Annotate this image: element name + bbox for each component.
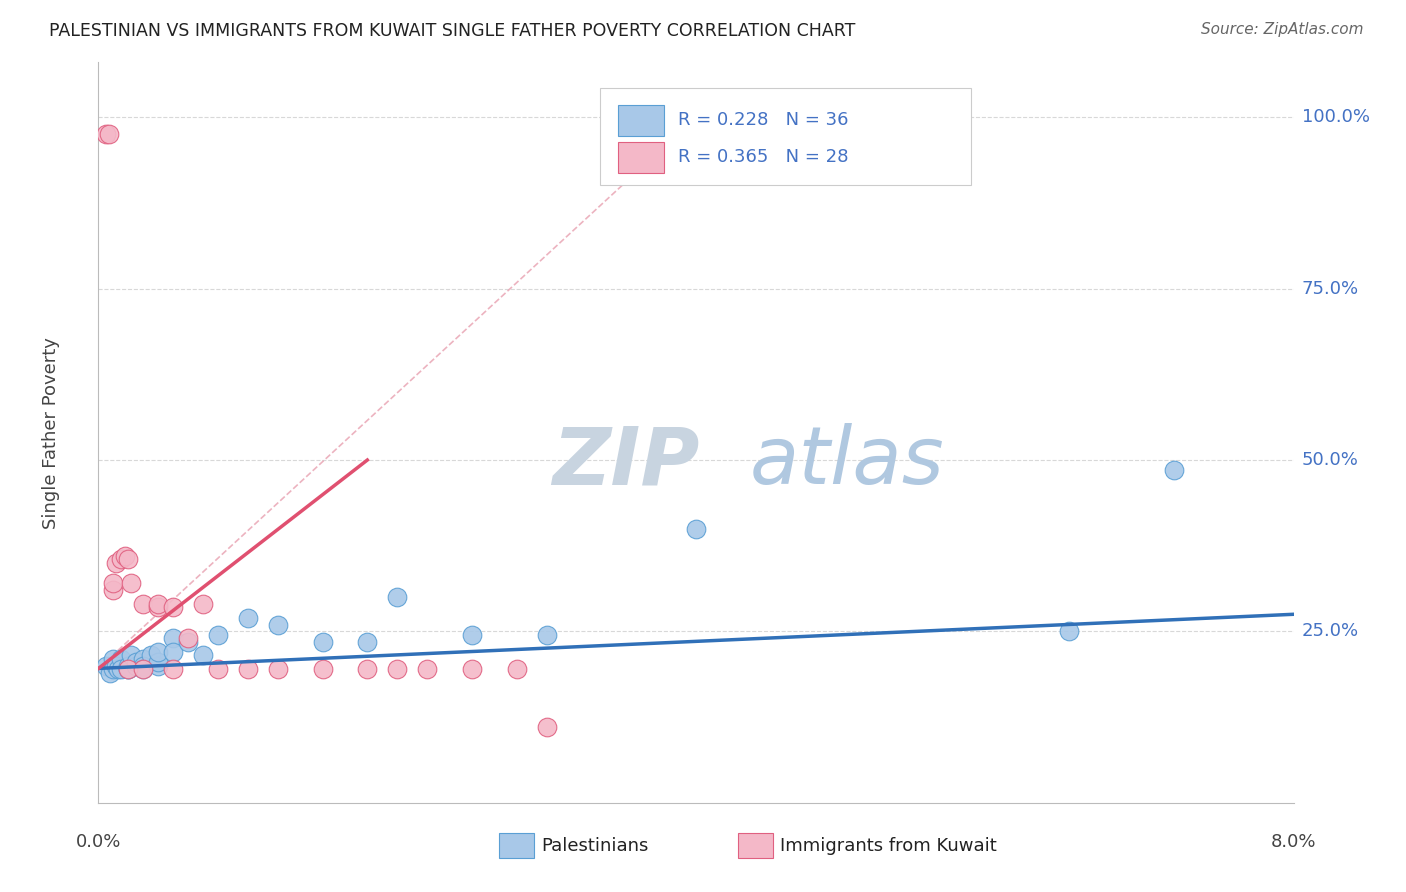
Point (148, 600, 170, 615)
Point (98, 665, 122, 680)
Point (132, 597, 155, 611)
Point (506, 662, 529, 676)
Text: R = 0.365   N = 28: R = 0.365 N = 28 (678, 148, 849, 166)
Point (120, 576, 142, 591)
Text: Single Father Poverty: Single Father Poverty (42, 336, 59, 529)
Point (132, 652, 155, 666)
Point (148, 658, 170, 673)
Point (311, 634, 333, 648)
Point (103, 652, 125, 666)
Point (385, 590, 409, 604)
Point (103, 583, 125, 598)
Text: □: □ (510, 833, 530, 853)
Point (461, 628, 484, 642)
FancyBboxPatch shape (600, 88, 972, 185)
Point (110, 552, 132, 566)
Point (536, 720, 558, 734)
Point (162, 662, 184, 676)
Point (1163, 463, 1185, 477)
Text: R = 0.228   N = 36: R = 0.228 N = 36 (678, 112, 849, 129)
Point (148, 597, 170, 611)
Point (120, 648, 142, 663)
Point (117, 662, 139, 676)
Point (117, 658, 139, 673)
Point (356, 662, 378, 676)
Point (236, 610, 259, 624)
Point (236, 662, 259, 676)
Point (132, 662, 155, 676)
Text: 25.0%: 25.0% (1302, 623, 1360, 640)
Point (267, 662, 290, 676)
Text: 0.0%: 0.0% (76, 833, 121, 851)
Point (311, 662, 333, 676)
Point (114, 549, 136, 563)
Point (461, 662, 484, 676)
Point (162, 600, 184, 615)
Point (117, 552, 139, 566)
Point (207, 628, 229, 642)
Point (356, 634, 378, 648)
Text: 100.0%: 100.0% (1302, 108, 1369, 127)
Point (267, 617, 290, 632)
Point (103, 576, 125, 591)
Point (125, 655, 148, 669)
Point (177, 632, 200, 646)
Point (536, 628, 558, 642)
Point (132, 662, 155, 676)
Point (97, 128, 120, 142)
Point (139, 648, 162, 663)
Text: Palestinians: Palestinians (541, 837, 648, 855)
Point (148, 655, 170, 669)
Point (103, 662, 125, 676)
Point (107, 662, 129, 676)
Point (117, 662, 139, 676)
Text: Immigrants from Kuwait: Immigrants from Kuwait (780, 837, 997, 855)
Point (177, 634, 200, 648)
Point (110, 662, 132, 676)
Text: 8.0%: 8.0% (1271, 833, 1316, 851)
Point (385, 662, 409, 676)
Point (132, 658, 155, 673)
Text: 50.0%: 50.0% (1302, 451, 1358, 469)
Point (685, 522, 707, 536)
Point (105, 556, 128, 570)
Point (105, 658, 128, 673)
Point (191, 648, 214, 663)
Point (110, 652, 132, 666)
Text: PALESTINIAN VS IMMIGRANTS FROM KUWAIT SINGLE FATHER POVERTY CORRELATION CHART: PALESTINIAN VS IMMIGRANTS FROM KUWAIT SI… (49, 22, 856, 40)
FancyBboxPatch shape (619, 143, 664, 173)
Point (207, 662, 229, 676)
FancyBboxPatch shape (619, 105, 664, 136)
Point (94, 658, 117, 673)
Point (125, 658, 148, 673)
Text: 75.0%: 75.0% (1302, 280, 1360, 298)
Point (1059, 624, 1081, 639)
Text: atlas: atlas (749, 423, 945, 501)
Point (94, 128, 117, 142)
Text: ZIP: ZIP (553, 423, 700, 501)
Point (416, 662, 439, 676)
Point (148, 645, 170, 659)
Point (117, 662, 139, 676)
Point (162, 645, 184, 659)
Text: Source: ZipAtlas.com: Source: ZipAtlas.com (1201, 22, 1364, 37)
Point (162, 632, 184, 646)
Point (191, 597, 214, 611)
